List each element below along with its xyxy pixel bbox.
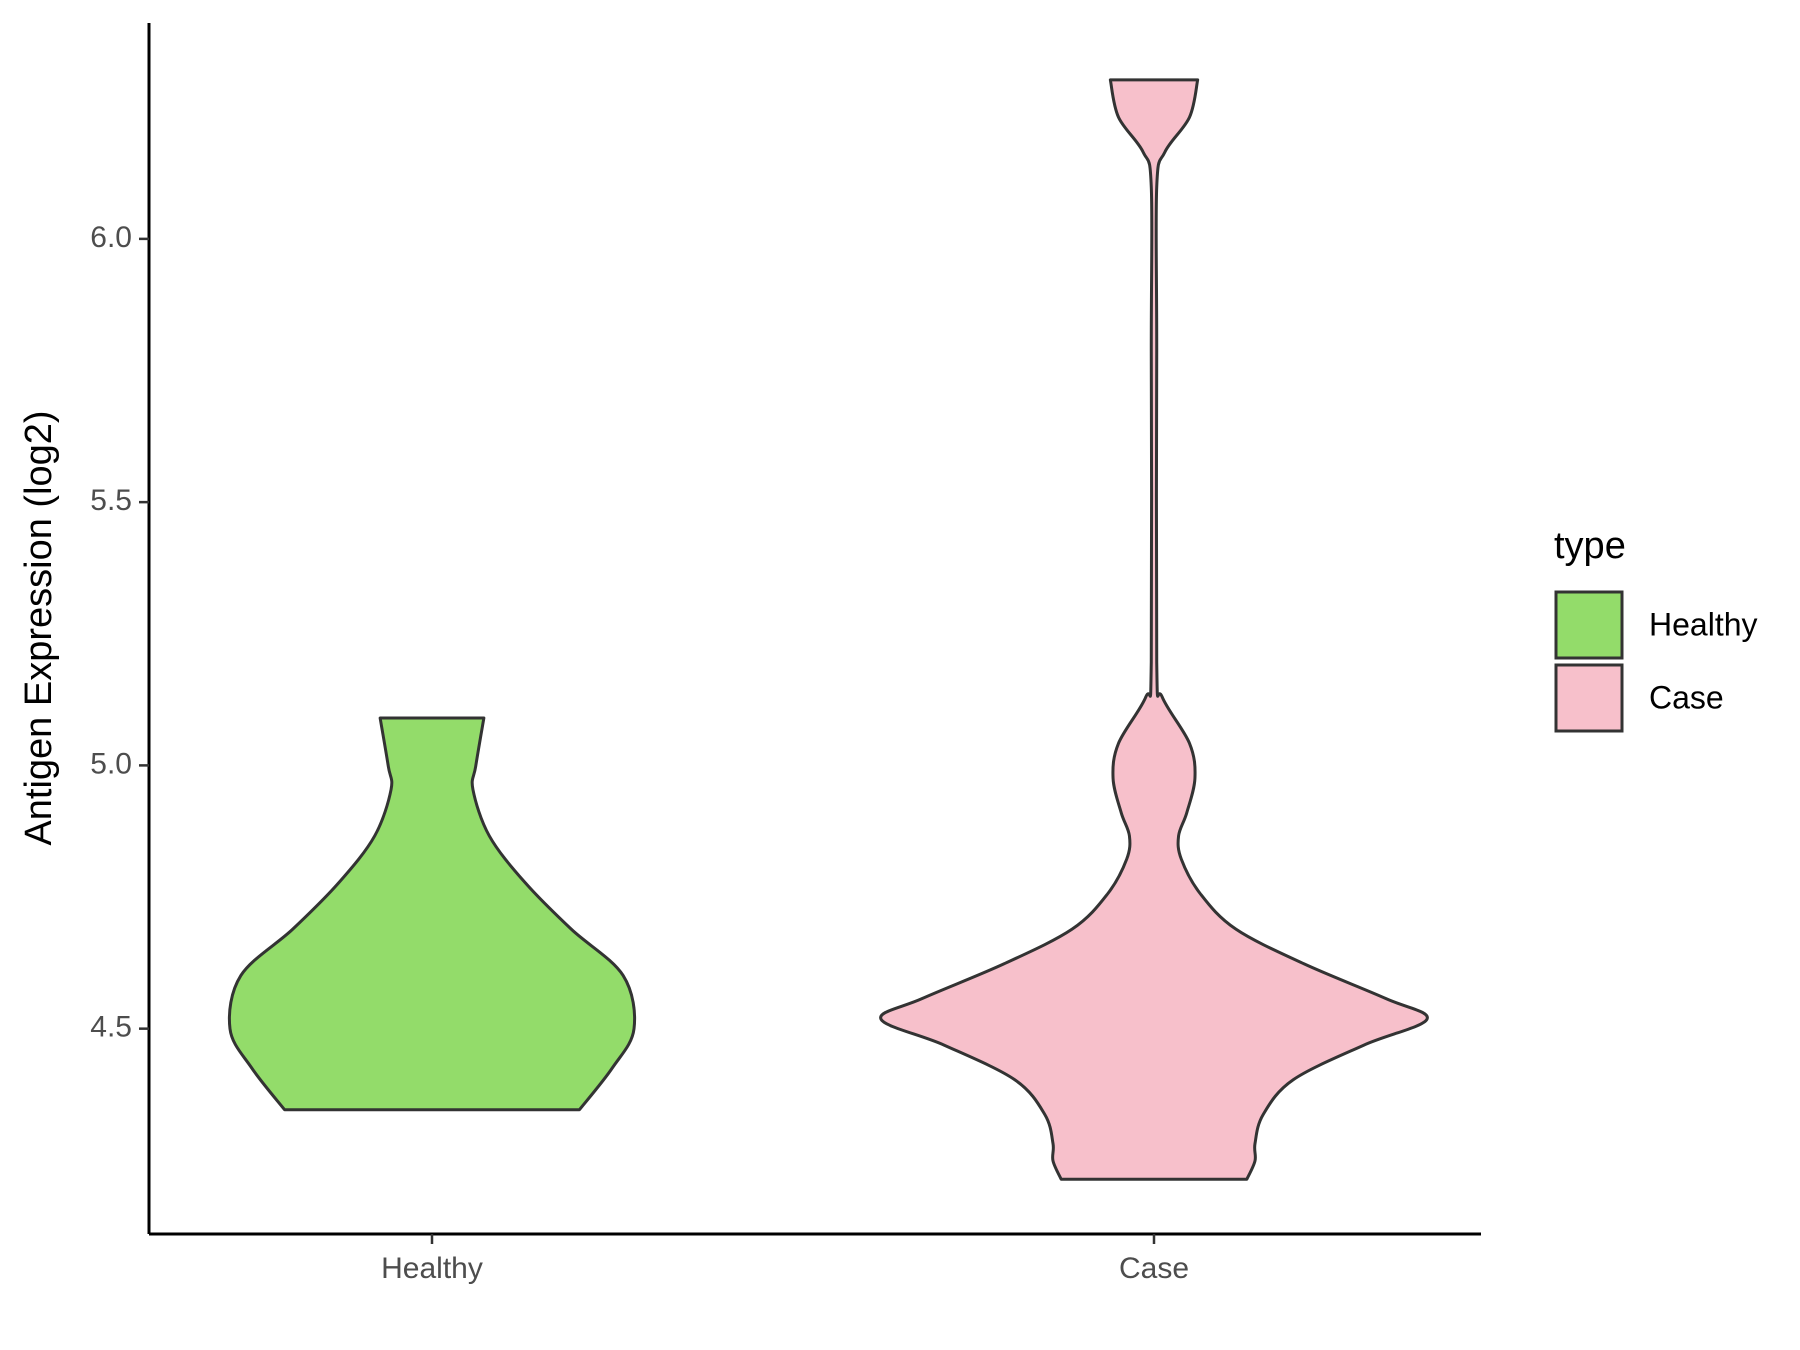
violin: [227, 716, 637, 1112]
legend-swatch: [1554, 590, 1624, 660]
violin: [879, 78, 1429, 1181]
x-tick-label: Case: [1119, 1252, 1189, 1285]
legend-label: Healthy: [1649, 606, 1758, 642]
legend-swatch: [1554, 663, 1624, 733]
y-tick-label: 5.5: [90, 484, 132, 517]
legend-title: type: [1554, 525, 1626, 567]
y-axis-label: Antigen Expression (log2): [18, 410, 60, 845]
x-tick-label: Healthy: [381, 1252, 483, 1285]
legend-label: Case: [1649, 679, 1724, 715]
y-tick-label: 4.5: [90, 1011, 132, 1044]
y-tick-label: 5.0: [90, 747, 132, 780]
y-tick-label: 6.0: [90, 221, 132, 254]
